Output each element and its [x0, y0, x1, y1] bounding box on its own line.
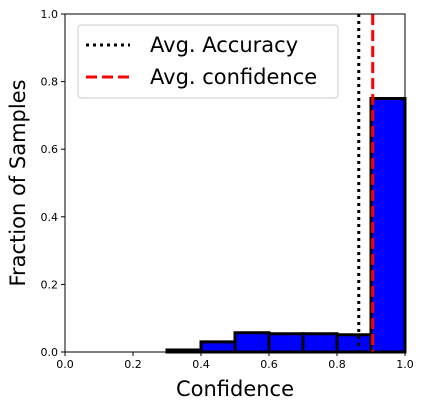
y-tick-label: 1.0: [41, 8, 59, 21]
histogram-bar: [335, 333, 373, 354]
y-axis-ticks: 0.0 0.2 0.4 0.6 0.8 1.0: [41, 8, 65, 359]
y-tick-label: 0.8: [41, 76, 59, 89]
x-tick-label: 0.6: [260, 358, 278, 371]
legend-entry-label: Avg. Accuracy: [150, 33, 298, 57]
y-axis-label: Fraction of Samples: [6, 79, 30, 286]
legend: Avg. Accuracy Avg. confidence: [77, 24, 339, 99]
x-axis-ticks: 0.0 0.2 0.4 0.6 0.8 1.0: [56, 352, 414, 371]
legend-box: [77, 24, 339, 99]
histogram-bar: [301, 332, 339, 354]
reference-lines: [357, 14, 375, 352]
histogram-bars: [165, 97, 407, 354]
x-tick-label: 0.8: [328, 358, 346, 371]
legend-entry-label: Avg. confidence: [150, 65, 317, 89]
x-axis-label: Confidence: [176, 377, 294, 401]
y-tick-label: 0.6: [41, 143, 59, 156]
histogram-bar: [369, 97, 407, 354]
x-tick-label: 0.4: [192, 358, 210, 371]
y-tick-label: 0.4: [41, 211, 59, 224]
histogram-bar: [267, 332, 305, 354]
x-tick-label: 0.0: [56, 358, 74, 371]
y-tick-label: 0.2: [41, 278, 59, 291]
x-tick-label: 1.0: [396, 358, 414, 371]
x-tick-label: 0.2: [124, 358, 142, 371]
histogram-bar: [233, 331, 271, 354]
plot-frame: [64, 13, 406, 353]
histogram-bar: [199, 340, 237, 354]
y-tick-label: 0.0: [41, 346, 59, 359]
